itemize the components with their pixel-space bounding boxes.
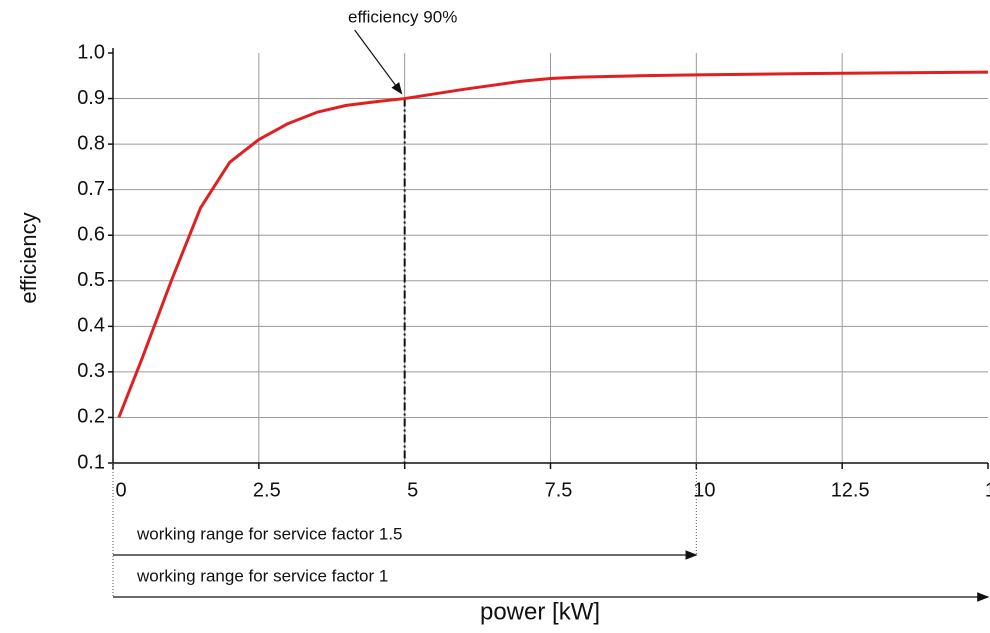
x-tick-label: 15 <box>985 479 990 501</box>
y-tick-label: 0.7 <box>77 178 105 200</box>
annotation-text: efficiency 90% <box>348 7 457 26</box>
x-axis-label: power [kW] <box>480 598 600 625</box>
y-tick-label: 0.5 <box>77 269 105 291</box>
annotation-arrow <box>354 29 403 95</box>
x-tick-label: 12.5 <box>831 479 870 501</box>
x-tick-label: 7.5 <box>545 479 573 501</box>
y-axis-label: efficiency <box>16 212 41 303</box>
x-tick-label: 10 <box>693 479 715 501</box>
x-tick-label: 0 <box>115 479 126 501</box>
y-tick-label: 0.3 <box>77 360 105 382</box>
x-tick-label: 5 <box>407 479 418 501</box>
line <box>117 70 989 418</box>
x-tick-label: 2.5 <box>253 479 281 501</box>
range-label: working range for service factor 1.5 <box>136 524 403 543</box>
y-tick-label: 1.0 <box>77 41 105 63</box>
range-label: working range for service factor 1 <box>136 566 388 585</box>
y-tick-label: 0.2 <box>77 406 105 428</box>
y-tick-label: 0.4 <box>77 315 105 337</box>
y-tick-label: 0.6 <box>77 224 105 246</box>
y-tick-label: 0.1 <box>77 451 105 473</box>
y-tick-label: 0.8 <box>77 132 105 154</box>
y-tick-label: 0.9 <box>77 87 105 109</box>
